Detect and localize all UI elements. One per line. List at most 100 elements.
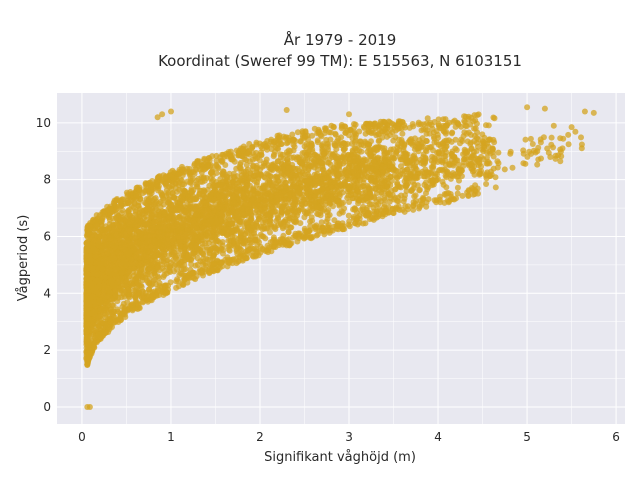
data-point bbox=[209, 218, 215, 224]
data-point bbox=[402, 154, 409, 161]
data-point bbox=[471, 171, 478, 178]
data-point bbox=[85, 289, 92, 296]
data-point bbox=[241, 211, 248, 218]
data-point bbox=[381, 150, 388, 157]
data-point bbox=[226, 216, 233, 223]
data-point bbox=[108, 277, 115, 284]
data-point bbox=[486, 160, 493, 167]
data-point bbox=[349, 195, 356, 202]
data-point bbox=[343, 171, 350, 178]
data-point bbox=[145, 197, 152, 204]
data-point bbox=[107, 306, 114, 313]
data-point bbox=[208, 178, 215, 185]
data-point bbox=[308, 143, 315, 150]
data-point bbox=[414, 182, 421, 189]
data-point bbox=[143, 232, 150, 238]
data-point bbox=[374, 170, 381, 177]
data-point bbox=[194, 255, 201, 262]
data-point bbox=[416, 137, 423, 144]
data-point bbox=[384, 183, 391, 190]
data-point bbox=[136, 262, 143, 269]
data-point bbox=[437, 166, 444, 173]
data-point bbox=[467, 139, 474, 146]
data-point bbox=[366, 201, 373, 208]
data-point bbox=[175, 224, 182, 231]
data-point bbox=[285, 229, 292, 236]
data-point bbox=[368, 138, 374, 145]
data-point bbox=[248, 230, 255, 237]
data-point bbox=[114, 298, 121, 305]
data-point bbox=[200, 215, 207, 222]
data-point bbox=[225, 209, 232, 216]
data-point bbox=[159, 208, 166, 215]
data-point bbox=[189, 195, 196, 202]
data-point bbox=[189, 175, 196, 182]
data-point bbox=[329, 154, 336, 161]
data-point bbox=[200, 255, 207, 262]
data-point bbox=[478, 163, 485, 170]
data-point bbox=[178, 203, 185, 210]
data-point bbox=[360, 203, 366, 210]
data-point bbox=[125, 220, 132, 227]
data-point bbox=[151, 201, 158, 208]
data-point bbox=[301, 149, 308, 156]
data-point bbox=[491, 115, 498, 122]
data-point bbox=[136, 211, 142, 218]
data-point bbox=[286, 191, 293, 198]
data-point bbox=[273, 195, 280, 202]
data-point bbox=[137, 231, 144, 238]
data-point bbox=[453, 147, 460, 153]
data-point bbox=[233, 217, 240, 224]
data-point bbox=[389, 154, 396, 161]
data-point bbox=[207, 247, 214, 254]
data-point bbox=[470, 148, 477, 155]
data-point bbox=[87, 256, 94, 263]
data-point bbox=[321, 170, 327, 177]
data-point bbox=[230, 179, 237, 186]
data-point bbox=[113, 220, 120, 227]
data-point bbox=[408, 187, 415, 194]
data-point bbox=[312, 158, 319, 165]
data-point bbox=[319, 141, 326, 148]
data-point bbox=[142, 274, 149, 281]
data-point bbox=[188, 261, 195, 268]
data-point bbox=[218, 203, 225, 210]
data-point bbox=[267, 216, 273, 223]
data-point bbox=[401, 168, 408, 175]
data-point bbox=[130, 287, 137, 294]
data-point bbox=[198, 200, 205, 207]
data-point bbox=[256, 171, 263, 178]
data-point bbox=[229, 184, 236, 191]
data-point bbox=[261, 162, 268, 169]
data-point bbox=[261, 216, 268, 223]
data-point bbox=[278, 171, 285, 178]
data-point bbox=[291, 175, 297, 182]
data-point bbox=[355, 182, 362, 189]
data-point bbox=[308, 201, 315, 208]
data-point bbox=[208, 169, 215, 176]
data-point bbox=[127, 265, 134, 272]
data-point bbox=[199, 244, 206, 251]
data-point bbox=[340, 146, 347, 153]
data-point bbox=[468, 154, 475, 161]
data-point bbox=[345, 212, 352, 219]
data-point bbox=[214, 164, 221, 170]
data-point bbox=[210, 252, 217, 259]
data-point bbox=[301, 214, 308, 221]
data-point bbox=[184, 204, 191, 211]
data-point bbox=[211, 196, 218, 203]
data-point bbox=[485, 122, 492, 129]
data-point bbox=[278, 196, 285, 203]
data-point bbox=[350, 173, 357, 180]
data-point bbox=[372, 178, 378, 185]
data-point bbox=[431, 154, 438, 161]
data-point bbox=[336, 166, 343, 173]
data-point bbox=[165, 196, 172, 203]
data-point bbox=[305, 165, 312, 172]
data-point bbox=[298, 176, 305, 183]
data-point bbox=[238, 218, 245, 225]
data-point bbox=[84, 247, 91, 254]
data-point bbox=[483, 181, 490, 187]
data-point bbox=[156, 251, 162, 257]
